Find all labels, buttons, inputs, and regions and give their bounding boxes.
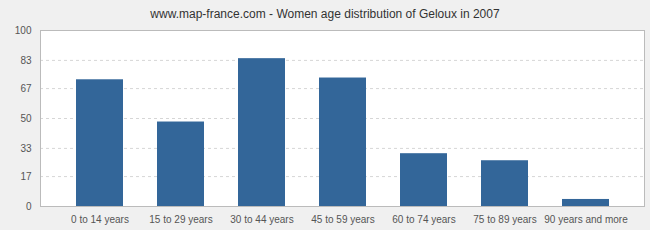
svg-text:90 years and more: 90 years and more xyxy=(544,214,628,225)
svg-text:15 to 29 years: 15 to 29 years xyxy=(149,214,212,225)
svg-text:0 to 14 years: 0 to 14 years xyxy=(71,214,129,225)
svg-text:100: 100 xyxy=(15,25,32,36)
html-text:www.map-france.com - Women age: www.map-france.com - Women age distribut… xyxy=(150,7,500,21)
svg-text:60 to 74 years: 60 to 74 years xyxy=(392,214,455,225)
svg-text:45 to 59 years: 45 to 59 years xyxy=(311,214,374,225)
svg-text:50: 50 xyxy=(20,113,32,124)
svg-text:75 to 89 years: 75 to 89 years xyxy=(473,214,536,225)
svg-text:0: 0 xyxy=(26,201,32,212)
svg-text:33: 33 xyxy=(20,143,32,154)
svg-text:83: 83 xyxy=(20,55,32,66)
svg-text:30 to 44 years: 30 to 44 years xyxy=(230,214,293,225)
svg-text:67: 67 xyxy=(20,83,32,94)
svg-text:17: 17 xyxy=(20,171,32,182)
